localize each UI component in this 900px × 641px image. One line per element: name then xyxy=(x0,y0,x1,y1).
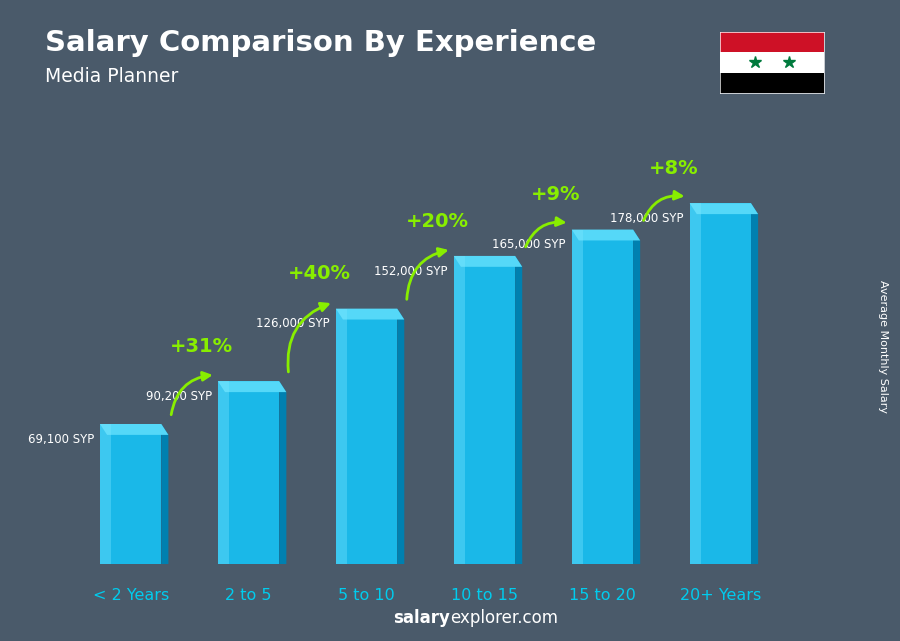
Text: 10 to 15: 10 to 15 xyxy=(451,588,518,603)
Polygon shape xyxy=(454,256,522,267)
Text: +31%: +31% xyxy=(170,337,233,356)
Bar xyxy=(100,424,161,564)
Text: Salary Comparison By Experience: Salary Comparison By Experience xyxy=(45,29,596,57)
Bar xyxy=(218,381,279,564)
Text: +9%: +9% xyxy=(530,185,580,204)
Text: 178,000 SYP: 178,000 SYP xyxy=(610,212,684,225)
Polygon shape xyxy=(515,256,522,575)
Polygon shape xyxy=(218,381,286,392)
Text: 20+ Years: 20+ Years xyxy=(680,588,761,603)
Bar xyxy=(572,229,583,564)
Text: 126,000 SYP: 126,000 SYP xyxy=(256,317,330,330)
Text: salary: salary xyxy=(393,609,450,627)
Text: +40%: +40% xyxy=(288,264,351,283)
Bar xyxy=(720,72,824,93)
Polygon shape xyxy=(633,229,640,575)
Polygon shape xyxy=(100,424,168,435)
Text: < 2 Years: < 2 Years xyxy=(93,588,169,603)
Bar xyxy=(454,256,515,564)
Bar xyxy=(336,308,397,564)
Text: +20%: +20% xyxy=(406,212,469,231)
Polygon shape xyxy=(161,424,168,575)
Polygon shape xyxy=(689,203,758,214)
Text: 69,100 SYP: 69,100 SYP xyxy=(28,433,94,445)
Polygon shape xyxy=(397,308,404,575)
Text: 165,000 SYP: 165,000 SYP xyxy=(492,238,566,251)
Polygon shape xyxy=(572,229,640,240)
Bar xyxy=(689,203,701,564)
Text: 90,200 SYP: 90,200 SYP xyxy=(146,390,212,403)
Text: 15 to 20: 15 to 20 xyxy=(569,588,636,603)
Text: explorer.com: explorer.com xyxy=(450,609,558,627)
Text: 152,000 SYP: 152,000 SYP xyxy=(374,265,448,278)
Text: 5 to 10: 5 to 10 xyxy=(338,588,395,603)
Bar xyxy=(720,32,824,53)
Bar xyxy=(454,256,465,564)
Bar xyxy=(720,53,824,72)
Bar xyxy=(336,308,346,564)
Polygon shape xyxy=(751,203,758,575)
Text: Media Planner: Media Planner xyxy=(45,67,178,87)
Bar xyxy=(689,203,751,564)
Polygon shape xyxy=(279,381,286,575)
Bar xyxy=(572,229,633,564)
Bar xyxy=(218,381,229,564)
Bar xyxy=(100,424,111,564)
Text: +8%: +8% xyxy=(648,159,698,178)
Text: Average Monthly Salary: Average Monthly Salary xyxy=(878,279,887,413)
Text: 2 to 5: 2 to 5 xyxy=(225,588,272,603)
Polygon shape xyxy=(336,308,404,319)
